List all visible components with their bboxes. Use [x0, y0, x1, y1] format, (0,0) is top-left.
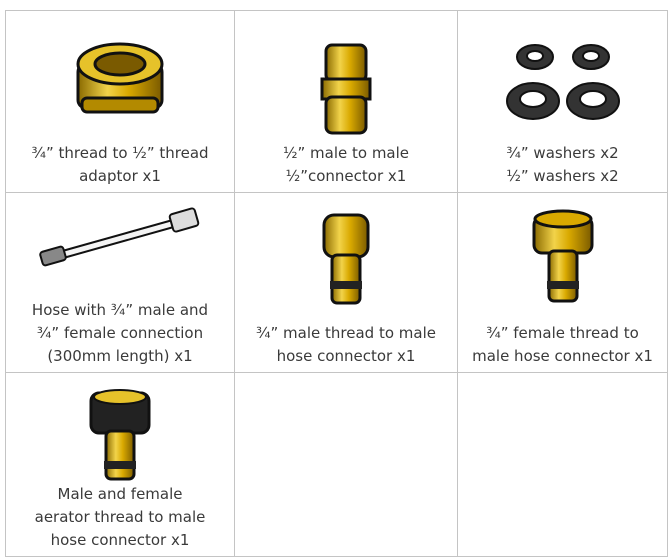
- caption-line: Male and female: [57, 485, 183, 503]
- cell: ¾” male thread to male hose connector x1: [235, 193, 458, 373]
- caption-line: aerator thread to male: [34, 508, 206, 526]
- adaptor-icon: [76, 42, 164, 114]
- caption-line: ¾” male thread to male: [255, 324, 436, 342]
- parts-table: ¾” thread to ½” thread adaptor x1 ½” male…: [5, 10, 668, 557]
- caption-line: Hose with ¾” male and: [31, 301, 209, 319]
- aerator-connector-icon: [89, 389, 151, 481]
- male-connector-icon: [322, 213, 370, 305]
- cell: ¾” washers x2 ½” washers x2: [458, 11, 668, 193]
- caption-line: adaptor x1: [79, 167, 161, 185]
- caption-line: (300mm length) x1: [47, 347, 193, 365]
- cell: Hose with ¾” male and ¾” female connectio…: [6, 193, 235, 373]
- caption: ¾” male thread to male hose connector x1: [256, 322, 436, 368]
- caption-line: ¾” thread to ½” thread: [31, 144, 209, 162]
- cell: ½” male to male ½”connector x1: [235, 11, 458, 193]
- caption: ¾” female thread to male hose connector x…: [472, 322, 653, 368]
- caption-line: ½” washers x2: [506, 167, 619, 185]
- caption: Hose with ¾” male and ¾” female connectio…: [32, 299, 208, 368]
- female-connector-icon: [532, 209, 593, 303]
- caption-line: hose connector x1: [276, 347, 416, 365]
- empty-cell: [458, 373, 668, 557]
- cell: ¾” female thread to male hose connector x…: [458, 193, 668, 373]
- hose-icon: [39, 207, 200, 267]
- caption-line: ½”connector x1: [285, 167, 407, 185]
- caption: ½” male to male ½”connector x1: [283, 142, 409, 188]
- cell: Male and female aerator thread to male hos…: [6, 373, 235, 557]
- empty-cell: [235, 373, 458, 557]
- caption-line: ¾” female connection: [36, 324, 204, 342]
- connector-icon: [320, 43, 372, 135]
- caption-line: male hose connector x1: [472, 347, 653, 365]
- caption-line: ¾” washers x2: [506, 144, 619, 162]
- caption: ¾” washers x2 ½” washers x2: [506, 142, 618, 188]
- cell: ¾” thread to ½” thread adaptor x1: [6, 11, 235, 193]
- washers-icon: [505, 44, 620, 120]
- caption: Male and female aerator thread to male hos…: [35, 483, 206, 552]
- caption: ¾” thread to ½” thread adaptor x1: [31, 142, 208, 188]
- caption-line: ¾” female thread to: [486, 324, 639, 342]
- caption-line: ½” male to male: [282, 144, 410, 162]
- caption-line: hose connector x1: [50, 531, 190, 549]
